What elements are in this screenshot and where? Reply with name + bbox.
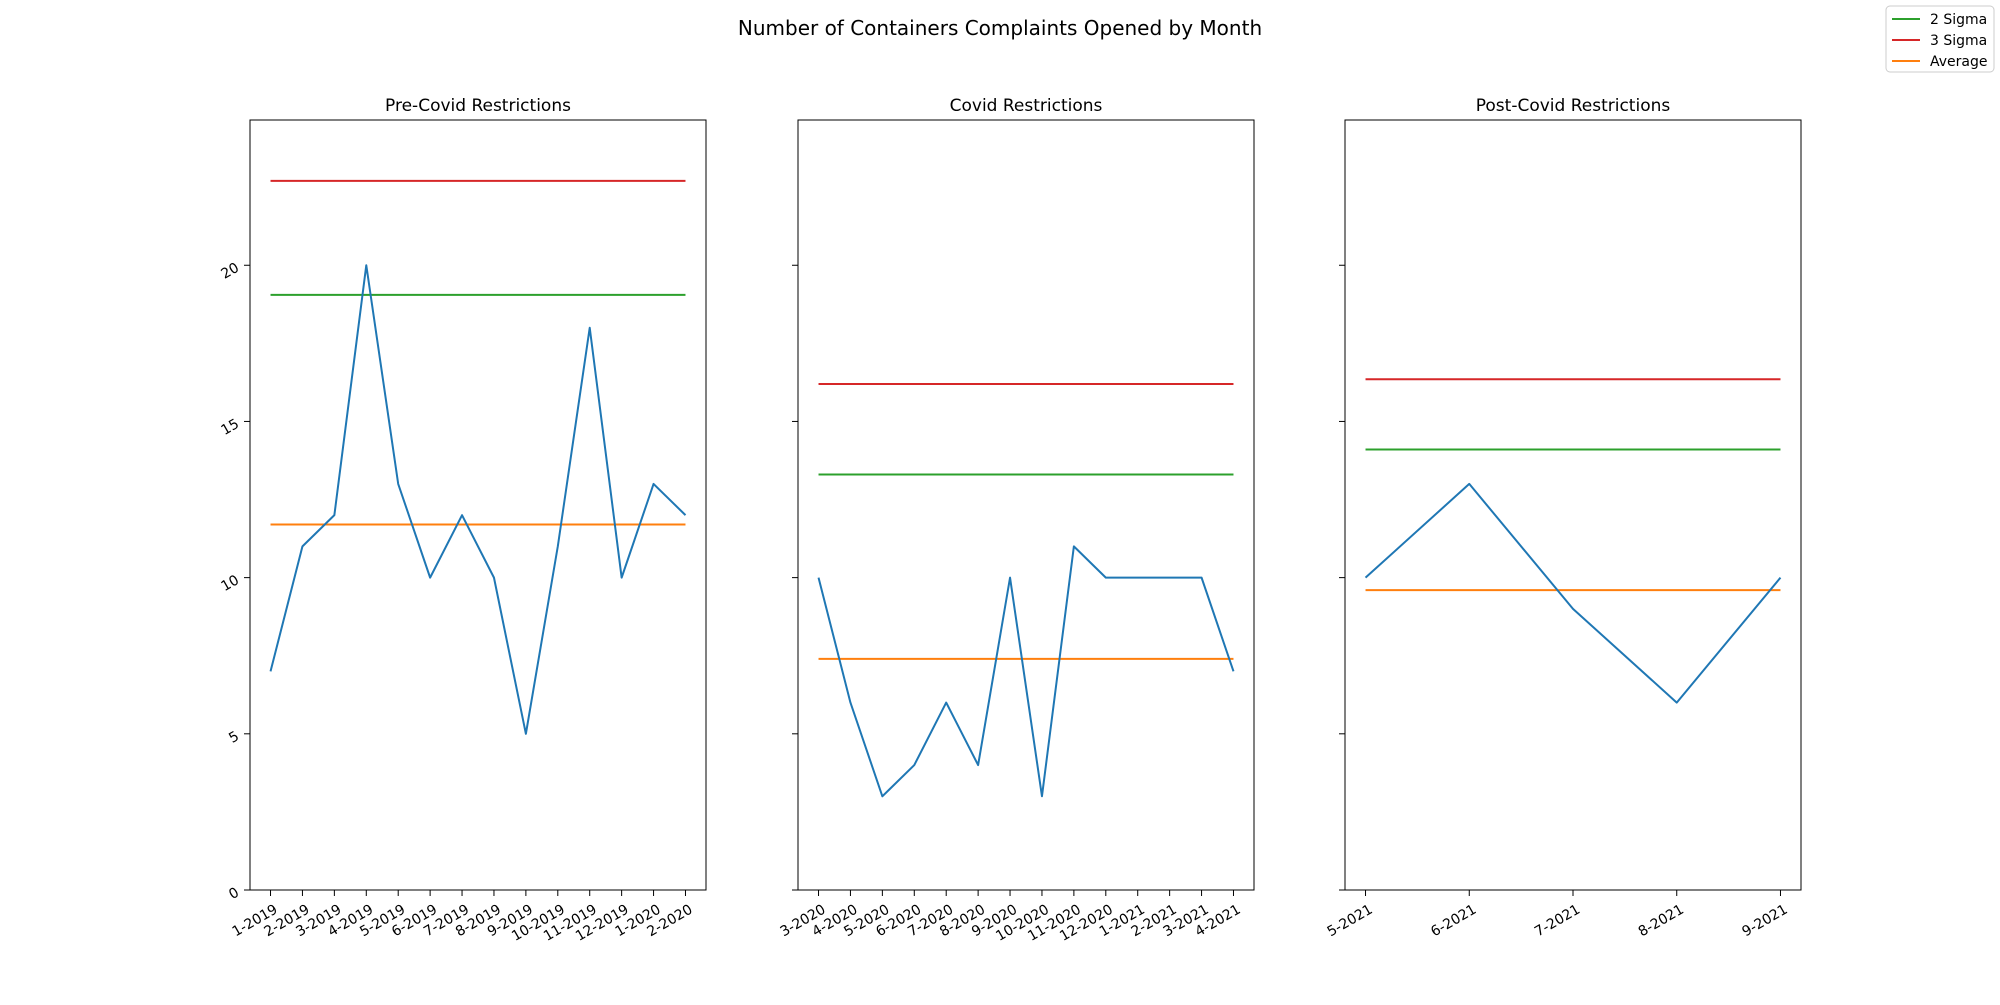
panel-title: Covid Restrictions <box>950 96 1103 116</box>
data-point <box>461 514 463 516</box>
data-point <box>270 670 272 672</box>
data-point <box>945 702 947 704</box>
data-point <box>653 483 655 485</box>
data-point <box>493 577 495 579</box>
data-point <box>1201 577 1203 579</box>
data-point <box>397 483 399 485</box>
x-tick-label: 6-2021 <box>1428 902 1479 941</box>
data-point <box>621 577 623 579</box>
data-point <box>684 514 686 516</box>
data-point <box>913 764 915 766</box>
panel-title: Pre-Covid Restrictions <box>385 96 571 116</box>
legend-label: Average <box>1930 54 1988 70</box>
x-tick-label: 5-2021 <box>1325 902 1376 941</box>
legend-label: 3 Sigma <box>1930 33 1987 49</box>
data-point <box>977 764 979 766</box>
data-point <box>525 733 527 735</box>
data-point <box>365 264 367 266</box>
axes-frame <box>1344 119 1802 891</box>
data-point <box>1468 483 1470 485</box>
axes-frame <box>797 119 1255 891</box>
complaints-series-line <box>817 545 1235 798</box>
y-tick-label: 10 <box>219 572 242 595</box>
panel-2: Covid Restrictions3-20204-20205-20206-20… <box>778 96 1255 945</box>
legend-box <box>1885 5 1995 73</box>
data-point <box>1041 795 1043 797</box>
data-point <box>1009 577 1011 579</box>
complaints-series-line <box>1364 482 1782 704</box>
x-tick-label: 8-2021 <box>1636 902 1687 941</box>
axes-frame <box>249 119 707 891</box>
data-point <box>818 577 820 579</box>
legend: 2 Sigma 3 Sigma Average <box>1885 5 1995 73</box>
y-tick-label: 15 <box>219 416 242 439</box>
data-point <box>881 795 883 797</box>
x-tick-label: 7-2021 <box>1532 902 1583 941</box>
legend-label: 2 Sigma <box>1930 12 1987 28</box>
data-point <box>1572 608 1574 610</box>
data-point <box>429 577 431 579</box>
y-tick-label: 5 <box>226 728 242 746</box>
data-point <box>1779 577 1781 579</box>
panel-1: Pre-Covid Restrictions051015201-20192-20… <box>219 96 707 945</box>
data-point <box>1073 545 1075 547</box>
data-point <box>1169 577 1171 579</box>
data-point <box>849 702 851 704</box>
data-point <box>1137 577 1139 579</box>
panel-title: Post-Covid Restrictions <box>1476 96 1671 116</box>
y-tick-label: 20 <box>219 260 242 283</box>
panel-3: Post-Covid Restrictions 5-2021 6-2021 7-202… <box>1325 96 1802 941</box>
complaints-series-line <box>269 264 687 735</box>
chart-title: Number of Containers Complaints Opened b… <box>738 16 1262 40</box>
x-tick-label: 9-2021 <box>1740 902 1791 941</box>
data-point <box>1232 670 1234 672</box>
data-point <box>301 545 303 547</box>
y-tick-label: 0 <box>226 885 242 903</box>
data-point <box>557 545 559 547</box>
data-point <box>589 327 591 329</box>
data-point <box>1105 577 1107 579</box>
data-point <box>333 514 335 516</box>
data-point <box>1676 702 1678 704</box>
data-point <box>1365 577 1367 579</box>
